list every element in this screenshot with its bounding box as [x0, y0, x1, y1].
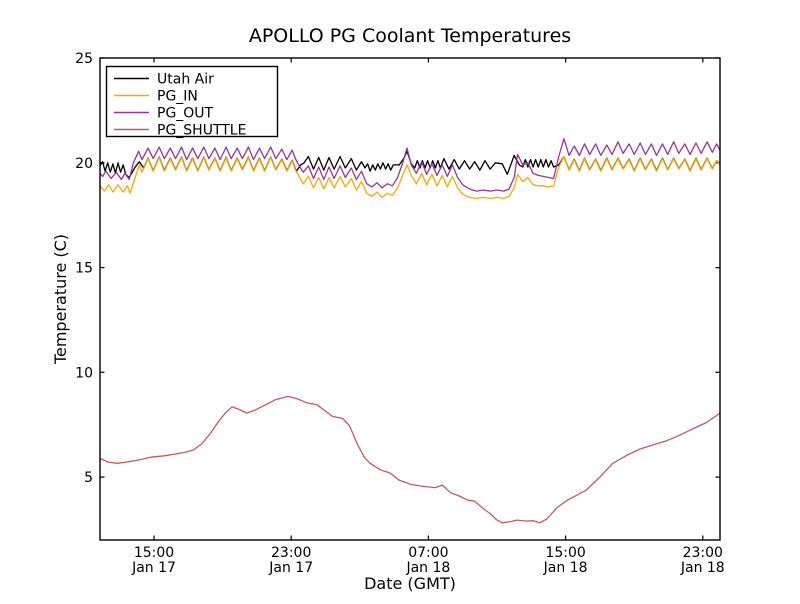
legend-entry-label: PG_SHUTTLE — [157, 123, 246, 139]
y-tick-label: 25 — [75, 51, 93, 67]
x-axis-label: Date (GMT) — [364, 574, 456, 593]
y-tick-label: 15 — [75, 261, 93, 277]
x-tick-label-date: Jan 18 — [680, 560, 725, 576]
x-tick-label-time: 07:00 — [408, 545, 448, 561]
x-tick-label-date: Jan 18 — [405, 560, 450, 576]
x-tick-label-date: Jan 17 — [131, 560, 176, 576]
y-tick-label: 10 — [75, 365, 93, 381]
legend-entry-label: Utah Air — [157, 72, 214, 88]
x-tick-label-time: 23:00 — [683, 545, 723, 561]
series-line-pg-in — [99, 155, 721, 200]
x-tick-label-time: 15:00 — [134, 545, 174, 561]
x-tick-label-date: Jan 18 — [543, 560, 588, 576]
plot-frame — [99, 57, 721, 541]
y-tick-label: 5 — [84, 470, 93, 486]
series-line-pg-out — [99, 138, 721, 192]
chart-title: APOLLO PG Coolant Temperatures — [249, 25, 571, 47]
y-tick-label: 20 — [75, 156, 93, 172]
data-series — [99, 138, 721, 524]
legend-entry-label: PG_IN — [157, 89, 198, 105]
x-tick-label-date: Jan 17 — [268, 560, 313, 576]
legend-entry-label: PG_OUT — [157, 106, 214, 122]
x-tick-label-time: 23:00 — [271, 545, 311, 561]
y-axis-label: Temperature (C) — [51, 234, 70, 365]
series-line-pg-shuttle — [99, 395, 721, 524]
x-tick-label-time: 15:00 — [545, 545, 585, 561]
